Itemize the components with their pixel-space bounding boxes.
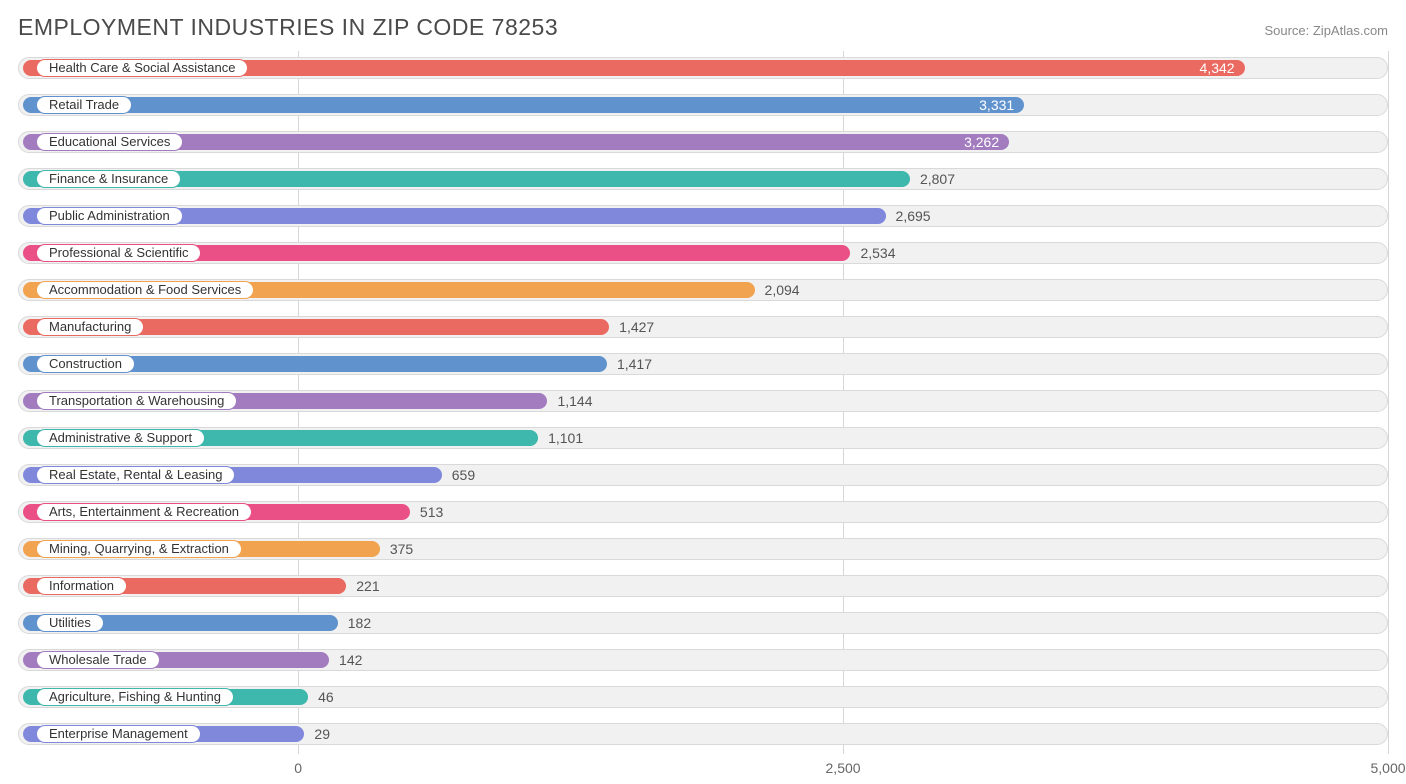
bar-row: Professional & Scientific 2,534 <box>18 236 1388 270</box>
bar-value-label: 4,342 <box>1185 58 1235 78</box>
bar-value-label: 182 <box>348 613 371 633</box>
gridline <box>1388 51 1389 754</box>
bar-value-label: 3,262 <box>949 132 999 152</box>
bar-value-label: 2,695 <box>896 206 931 226</box>
bar-row: Transportation & Warehousing 1,144 <box>18 384 1388 418</box>
category-pill: Retail Trade <box>36 96 132 114</box>
bar-value-label: 1,417 <box>617 354 652 374</box>
category-pill: Public Administration <box>36 207 183 225</box>
category-pill: Manufacturing <box>36 318 144 336</box>
x-tick-label: 0 <box>294 760 302 776</box>
bar-value-label: 1,101 <box>548 428 583 448</box>
category-pill: Enterprise Management <box>36 725 201 743</box>
bar-row: Arts, Entertainment & Recreation 513 <box>18 495 1388 529</box>
bar-value-label: 3,331 <box>964 95 1014 115</box>
chart-title: EMPLOYMENT INDUSTRIES IN ZIP CODE 78253 <box>18 14 558 41</box>
category-pill: Mining, Quarrying, & Extraction <box>36 540 242 558</box>
chart-header: EMPLOYMENT INDUSTRIES IN ZIP CODE 78253 … <box>18 14 1388 41</box>
bar-row: Retail Trade 3,331 <box>18 88 1388 122</box>
bar-row: Wholesale Trade 142 <box>18 643 1388 677</box>
bar-value-label: 513 <box>420 502 443 522</box>
category-pill: Arts, Entertainment & Recreation <box>36 503 252 521</box>
bar-row: Health Care & Social Assistance 4,342 <box>18 51 1388 85</box>
bar-row: Finance & Insurance 2,807 <box>18 162 1388 196</box>
category-pill: Finance & Insurance <box>36 170 181 188</box>
bar-fill <box>23 97 1024 113</box>
bar-row: Administrative & Support 1,101 <box>18 421 1388 455</box>
bar-row: Utilities 182 <box>18 606 1388 640</box>
category-pill: Real Estate, Rental & Leasing <box>36 466 235 484</box>
bar-row: Manufacturing 1,427 <box>18 310 1388 344</box>
bar-value-label: 2,534 <box>860 243 895 263</box>
category-pill: Administrative & Support <box>36 429 205 447</box>
bar-row: Enterprise Management 29 <box>18 717 1388 751</box>
bar-value-label: 2,807 <box>920 169 955 189</box>
category-pill: Transportation & Warehousing <box>36 392 237 410</box>
category-pill: Construction <box>36 355 135 373</box>
bar-row: Educational Services 3,262 <box>18 125 1388 159</box>
bar-row: Information 221 <box>18 569 1388 603</box>
category-pill: Accommodation & Food Services <box>36 281 254 299</box>
x-tick-label: 2,500 <box>826 760 861 776</box>
bar-value-label: 375 <box>390 539 413 559</box>
category-pill: Professional & Scientific <box>36 244 201 262</box>
category-pill: Utilities <box>36 614 104 632</box>
category-pill: Information <box>36 577 127 595</box>
bar-value-label: 142 <box>339 650 362 670</box>
category-pill: Health Care & Social Assistance <box>36 59 248 77</box>
bar-value-label: 659 <box>452 465 475 485</box>
chart-source: Source: ZipAtlas.com <box>1264 23 1388 38</box>
bar-row: Accommodation & Food Services 2,094 <box>18 273 1388 307</box>
category-pill: Wholesale Trade <box>36 651 160 669</box>
bar-row: Construction 1,417 <box>18 347 1388 381</box>
category-pill: Educational Services <box>36 133 183 151</box>
bar-row: Mining, Quarrying, & Extraction 375 <box>18 532 1388 566</box>
category-pill: Agriculture, Fishing & Hunting <box>36 688 234 706</box>
bar-row: Agriculture, Fishing & Hunting 46 <box>18 680 1388 714</box>
bar-value-label: 2,094 <box>765 280 800 300</box>
bar-row: Public Administration 2,695 <box>18 199 1388 233</box>
x-tick-label: 5,000 <box>1370 760 1405 776</box>
bar-value-label: 1,144 <box>557 391 592 411</box>
chart-plot-area: Health Care & Social Assistance 4,342 Reta… <box>18 51 1388 782</box>
bar-value-label: 221 <box>356 576 379 596</box>
bar-value-label: 1,427 <box>619 317 654 337</box>
x-axis: 02,5005,000 <box>18 754 1388 784</box>
bar-value-label: 29 <box>314 724 330 744</box>
bar-value-label: 46 <box>318 687 334 707</box>
bar-row: Real Estate, Rental & Leasing 659 <box>18 458 1388 492</box>
